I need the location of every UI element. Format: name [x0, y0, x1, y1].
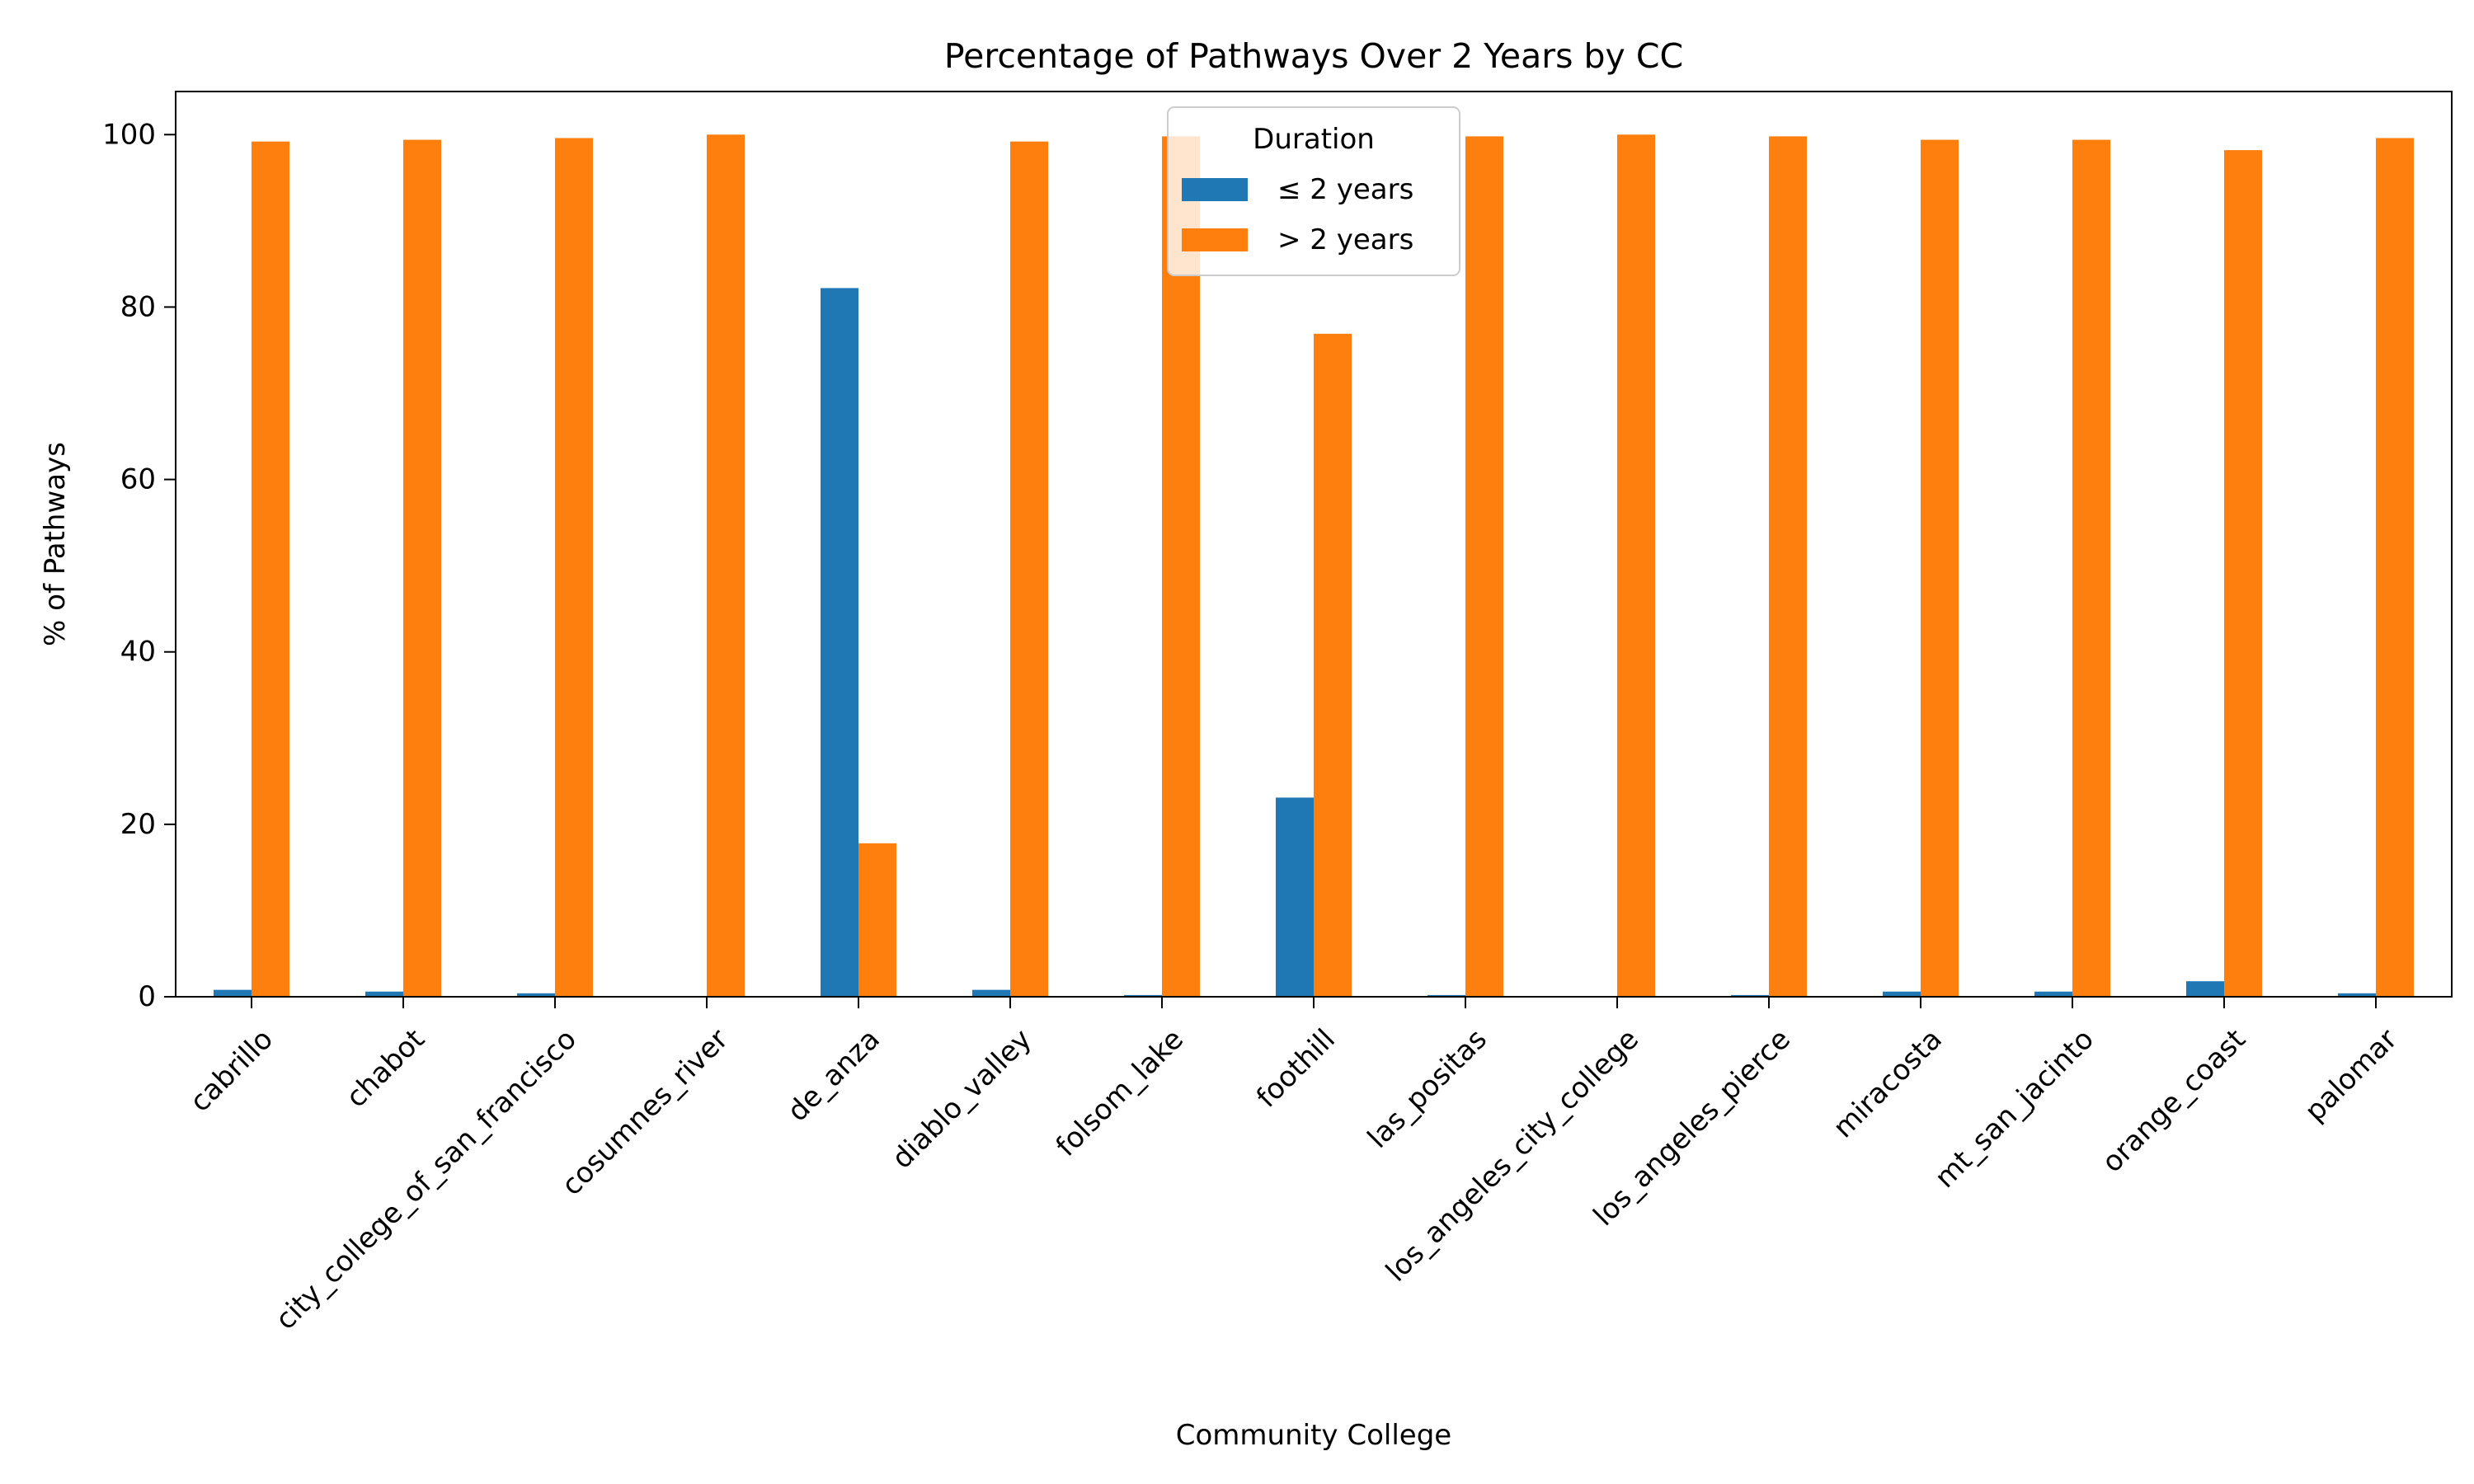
legend-label-le-2-years: ≤ 2 years: [1277, 173, 1413, 206]
bar-de-anza-gt-2-years: [858, 843, 896, 997]
legend-swatch-gt-2-years: [1182, 228, 1248, 251]
y-tick-label: 60: [120, 463, 156, 496]
bar-miracosta-gt-2-years: [1921, 139, 1959, 997]
bar-diablo-valley-gt-2-years: [1010, 141, 1048, 997]
bar-orange-coast-le-2-years: [2186, 981, 2224, 997]
bar-los-angeles-pierce-gt-2-years: [1769, 136, 1807, 997]
bar-cabrillo-le-2-years: [214, 989, 252, 997]
bar-los-angeles-city-college-gt-2-years: [1617, 134, 1655, 997]
bar-las-positas-le-2-years: [1427, 994, 1465, 997]
legend-swatch-le-2-years: [1182, 178, 1248, 201]
bar-mt-san-jacinto-gt-2-years: [2072, 139, 2110, 997]
bar-de-anza-le-2-years: [821, 288, 858, 997]
y-tick-label: 100: [102, 118, 156, 151]
bar-las-positas-gt-2-years: [1465, 136, 1503, 997]
bar-miracosta-le-2-years: [1883, 991, 1921, 997]
legend-label-gt-2-years: > 2 years: [1277, 223, 1413, 256]
bar-diablo-valley-le-2-years: [972, 989, 1010, 997]
bar-city-college-of-san-francisco-le-2-years: [517, 993, 555, 997]
bar-foothill-gt-2-years: [1314, 333, 1352, 998]
bar-palomar-le-2-years: [2338, 993, 2376, 997]
bar-mt-san-jacinto-le-2-years: [2034, 991, 2072, 997]
bar-cosumnes-river-gt-2-years: [707, 134, 745, 997]
bars-layer: [214, 134, 2414, 998]
legend-title: Duration: [1253, 123, 1375, 156]
bar-chabot-gt-2-years: [403, 139, 441, 997]
x-axis-label: Community College: [1176, 1419, 1451, 1452]
y-tick-label: 40: [120, 636, 156, 669]
plot-frame: [175, 91, 2453, 998]
bar-folsom-lake-le-2-years: [1124, 994, 1162, 997]
bar-city-college-of-san-francisco-gt-2-years: [555, 138, 593, 998]
chart-title: Percentage of Pathways Over 2 Years by C…: [944, 36, 1683, 76]
bar-foothill-le-2-years: [1276, 797, 1314, 997]
legend: Duration ≤ 2 years > 2 years: [1167, 106, 1460, 276]
y-tick-label: 80: [120, 290, 156, 323]
y-axis: 0 20 40 60 80 100: [102, 118, 176, 1013]
bar-palomar-gt-2-years: [2376, 138, 2414, 998]
bar-cabrillo-gt-2-years: [252, 141, 289, 997]
y-axis-label: % of Pathways: [39, 442, 72, 646]
bar-chabot-le-2-years: [365, 991, 403, 997]
bar-folsom-lake-gt-2-years: [1162, 136, 1200, 997]
y-tick-label: 20: [120, 808, 156, 841]
y-tick-label: 0: [138, 980, 156, 1013]
bar-orange-coast-gt-2-years: [2224, 150, 2262, 998]
bar-los-angeles-pierce-le-2-years: [1731, 994, 1769, 997]
